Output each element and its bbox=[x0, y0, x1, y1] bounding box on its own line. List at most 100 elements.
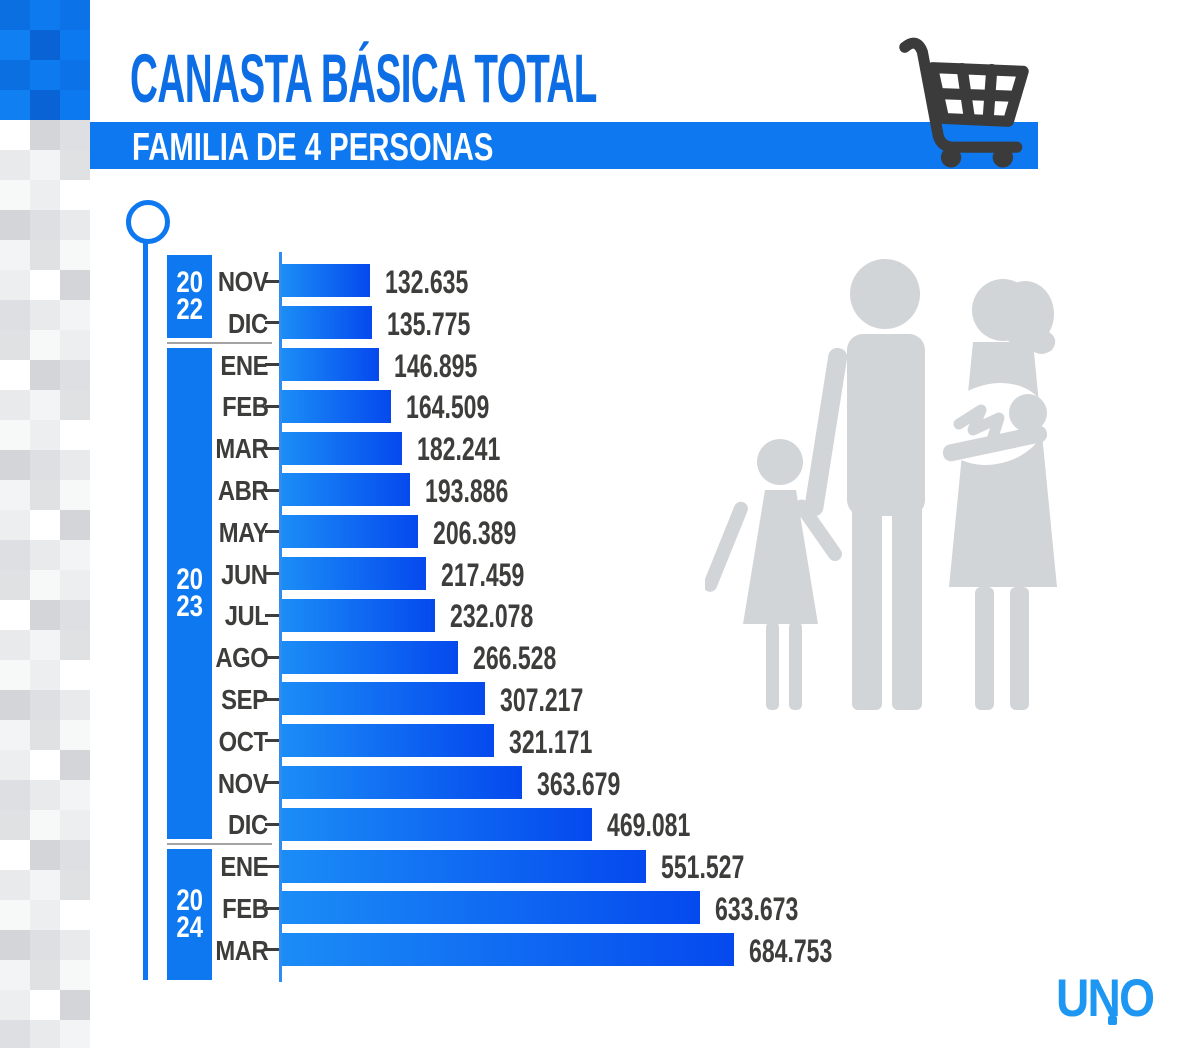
pattern-square bbox=[0, 960, 30, 990]
pattern-square bbox=[0, 390, 30, 420]
pattern-square bbox=[0, 1020, 30, 1048]
chart-row: FEB 633.673 bbox=[0, 887, 1200, 929]
pattern-square bbox=[60, 210, 90, 240]
pattern-square bbox=[60, 810, 90, 840]
family-of-four-silhouette bbox=[703, 252, 1100, 715]
pattern-square bbox=[0, 870, 30, 900]
pattern-square bbox=[60, 1020, 90, 1048]
pattern-square bbox=[30, 900, 60, 930]
pattern-square bbox=[0, 840, 30, 870]
tick-mark bbox=[265, 613, 279, 617]
chart-row: DIC 135.775 bbox=[0, 302, 1200, 344]
pattern-square bbox=[60, 690, 90, 720]
tick-mark bbox=[265, 572, 279, 576]
value-label: 321.171 bbox=[509, 723, 593, 760]
pattern-square bbox=[60, 390, 90, 420]
pattern-square bbox=[0, 720, 30, 750]
value-bar bbox=[282, 431, 403, 465]
pattern-square bbox=[0, 690, 30, 720]
value-label: 132.635 bbox=[384, 264, 468, 300]
pattern-square bbox=[0, 660, 30, 690]
pattern-square bbox=[0, 120, 30, 150]
pattern-square bbox=[30, 930, 60, 960]
value-bar bbox=[282, 515, 419, 549]
pattern-square bbox=[0, 540, 30, 570]
pattern-square bbox=[0, 150, 30, 180]
value-bar bbox=[282, 891, 701, 925]
value-label: 363.679 bbox=[537, 765, 621, 802]
pattern-square bbox=[0, 900, 30, 930]
value-bar bbox=[282, 682, 485, 716]
month-label: DIC bbox=[228, 307, 268, 339]
pattern-square bbox=[30, 300, 60, 330]
chart-row: NOV 363.679 bbox=[0, 762, 1200, 804]
pattern-square bbox=[30, 60, 60, 90]
month-label: OCT bbox=[219, 725, 268, 757]
pattern-square bbox=[30, 540, 60, 570]
value-bar bbox=[282, 765, 523, 799]
month-label: AGO bbox=[215, 642, 268, 674]
pattern-square bbox=[60, 300, 90, 330]
value-label: 182.241 bbox=[417, 431, 501, 468]
pattern-square bbox=[30, 1020, 60, 1048]
chart-row: ENE 551.527 bbox=[0, 845, 1200, 887]
month-label: JUL bbox=[224, 600, 268, 632]
tick-mark bbox=[265, 906, 279, 910]
pattern-square bbox=[0, 780, 30, 810]
month-label: FEB bbox=[221, 893, 269, 924]
pattern-square bbox=[0, 270, 30, 300]
pattern-square bbox=[60, 840, 90, 870]
tick-mark bbox=[265, 404, 279, 408]
pattern-square bbox=[60, 720, 90, 750]
tick-mark bbox=[265, 781, 279, 785]
pattern-square bbox=[0, 420, 30, 450]
timeline-line bbox=[143, 240, 148, 980]
pattern-square bbox=[30, 570, 60, 600]
pattern-square bbox=[60, 930, 90, 960]
tick-mark bbox=[265, 363, 279, 367]
chart-row: SEP 307.217 bbox=[0, 678, 1200, 720]
pattern-square bbox=[0, 180, 30, 210]
chart-row: MAR 182.241 bbox=[0, 427, 1200, 469]
value-label: 266.528 bbox=[472, 640, 557, 677]
value-bar bbox=[282, 933, 734, 967]
value-label: 633.673 bbox=[715, 891, 799, 927]
pattern-square bbox=[30, 690, 60, 720]
pattern-square bbox=[60, 150, 90, 180]
pattern-square bbox=[60, 330, 90, 360]
value-bar bbox=[282, 556, 426, 590]
pattern-square bbox=[60, 420, 90, 450]
chart-row: JUN 217.459 bbox=[0, 553, 1200, 595]
chart-row: JUL 232.078 bbox=[0, 594, 1200, 636]
year-divider bbox=[167, 843, 272, 846]
pattern-square bbox=[0, 450, 30, 480]
chart-row: OCT 321.171 bbox=[0, 720, 1200, 762]
pattern-square bbox=[60, 900, 90, 930]
pattern-square bbox=[60, 600, 90, 630]
tick-mark bbox=[265, 530, 279, 534]
pattern-square bbox=[60, 120, 90, 150]
pattern-square bbox=[0, 60, 30, 90]
pattern-square bbox=[0, 30, 30, 60]
value-bar bbox=[282, 724, 494, 758]
pattern-square bbox=[60, 630, 90, 660]
decorative-mosaic-strip bbox=[0, 0, 90, 1048]
pattern-square bbox=[30, 720, 60, 750]
uno-logo: UNO bbox=[1056, 972, 1176, 1028]
value-bar bbox=[282, 807, 592, 841]
bar-chart: NOV 132.635 DIC 135.775 ENE 146.895 FEB 164.509… bbox=[0, 252, 1200, 990]
subtitle-band: FAMILIA DE 4 PERSONAS bbox=[90, 122, 1038, 169]
pattern-square bbox=[30, 630, 60, 660]
pattern-square bbox=[30, 450, 60, 480]
chart-row: ABR 193.886 bbox=[0, 469, 1200, 511]
value-label: 135.775 bbox=[386, 305, 470, 342]
pattern-square bbox=[0, 570, 30, 600]
tick-mark bbox=[265, 488, 279, 492]
pattern-square bbox=[60, 750, 90, 780]
value-label: 217.459 bbox=[440, 556, 524, 593]
year-badge: 20 22 bbox=[167, 255, 212, 338]
month-label: ABR bbox=[217, 475, 269, 506]
pattern-square bbox=[0, 600, 30, 630]
pattern-square bbox=[0, 930, 30, 960]
pattern-square bbox=[0, 630, 30, 660]
